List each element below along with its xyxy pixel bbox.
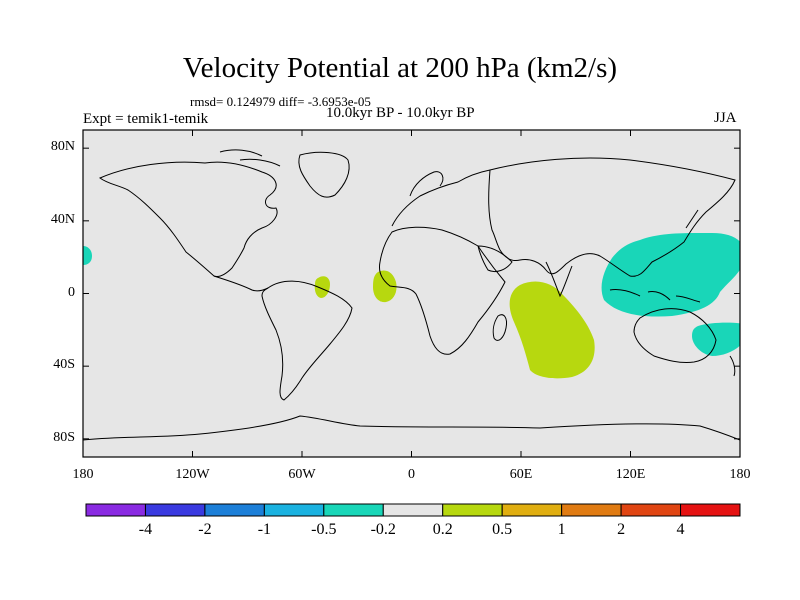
anomaly-central-pacific [83, 246, 92, 265]
colorbar-label: -1 [257, 521, 272, 538]
coast-greenland [298, 151, 350, 198]
x-tick-label: 60E [509, 467, 533, 482]
coast-asia [488, 157, 736, 277]
coast-south-america [261, 280, 353, 401]
experiment-label: Expt = temik1-temik [83, 111, 209, 127]
rmsd-diff-stats: rmsd= 0.124979 diff= -3.6953e-05 [190, 94, 371, 109]
colorbar-label: 0.2 [432, 521, 453, 538]
x-tick-label: 60W [288, 467, 316, 482]
plot-title: Velocity Potential at 200 hPa (km2/s) [182, 52, 618, 84]
anomaly-amazon [314, 276, 330, 298]
colorbar-label: -2 [198, 521, 212, 538]
coast-madagascar [492, 314, 507, 341]
colorbar-swatch [85, 503, 146, 517]
coast-arabia [477, 245, 513, 273]
colorbar-label: -0.5 [311, 521, 337, 538]
colorbar-swatch [561, 503, 622, 517]
x-tick-label: 120E [615, 467, 646, 482]
colorbar [85, 503, 741, 517]
colorbar-swatch [442, 503, 503, 517]
colorbar-label: 1 [557, 521, 566, 538]
colorbar-swatch [501, 503, 563, 517]
colorbar-label: -4 [138, 521, 153, 538]
coast-arctic-islands [219, 149, 281, 167]
colorbar-swatch [144, 503, 206, 517]
anomaly-indian-ocean [509, 281, 595, 379]
coast-scandinavia [409, 171, 444, 197]
colorbar-swatch [620, 503, 682, 517]
colorbar-label: 0.5 [492, 521, 513, 538]
colorbar-label: 4 [676, 521, 685, 538]
coast-central-america [213, 275, 269, 292]
colorbar-swatch [263, 503, 325, 517]
colorbar-label: -0.2 [370, 521, 396, 538]
y-tick-label: 80S [53, 429, 75, 445]
anomaly-west-pacific [601, 232, 740, 317]
coast-europe [391, 169, 491, 227]
coast-antarctica [83, 415, 740, 441]
coastlines [83, 149, 740, 441]
coast-japan [685, 209, 699, 229]
coast-africa [379, 226, 506, 355]
x-tick-label: 0 [408, 467, 415, 482]
coast-indonesia [609, 289, 701, 303]
anomaly-west-africa [373, 270, 397, 303]
y-tick-label: 40N [50, 211, 75, 227]
season-label: JJA [714, 110, 737, 126]
colorbar-swatch [204, 503, 265, 517]
colorbar-swatch [323, 503, 384, 517]
y-tick-label: 0 [68, 284, 75, 300]
x-tick-label: 120W [175, 467, 210, 482]
colorbar-swatch [680, 503, 741, 517]
coast-north-america [99, 161, 278, 277]
coast-australia [633, 308, 717, 363]
axis-ticks [82, 130, 741, 457]
colorbar-label: 2 [617, 521, 626, 538]
y-tick-label: 80N [50, 139, 75, 155]
colorbar-swatch [382, 503, 444, 517]
y-tick-label: 40S [53, 357, 75, 373]
x-tick-label: 180 [729, 467, 751, 482]
period-label: 10.0kyr BP - 10.0kyr BP [326, 105, 475, 121]
anomaly-layer [83, 232, 740, 379]
coast-india [545, 261, 573, 298]
x-tick-label: 180 [72, 467, 94, 482]
